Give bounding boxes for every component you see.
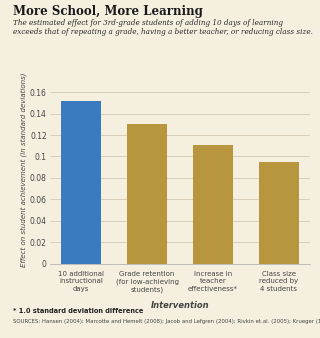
Bar [61, 101, 101, 264]
X-axis label: Intervention: Intervention [151, 301, 209, 310]
Text: SOURCES: Hansen (2004); Marcotte and Hemelt (2008); Jacob and Lefgren (2004); Ri: SOURCES: Hansen (2004); Marcotte and Hem… [13, 319, 320, 324]
Bar [259, 162, 299, 264]
Text: exceeds that of repeating a grade, having a better teacher, or reducing class si: exceeds that of repeating a grade, havin… [13, 28, 313, 36]
Bar [193, 145, 233, 264]
Text: The estimated effect for 3rd-grade students of adding 10 days of learning: The estimated effect for 3rd-grade stude… [13, 19, 283, 27]
Bar [127, 124, 167, 264]
Text: * 1.0 standard deviation difference: * 1.0 standard deviation difference [13, 308, 143, 314]
Y-axis label: Effect on student achievement (in standard deviations): Effect on student achievement (in standa… [20, 73, 27, 267]
Text: More School, More Learning: More School, More Learning [13, 5, 203, 18]
